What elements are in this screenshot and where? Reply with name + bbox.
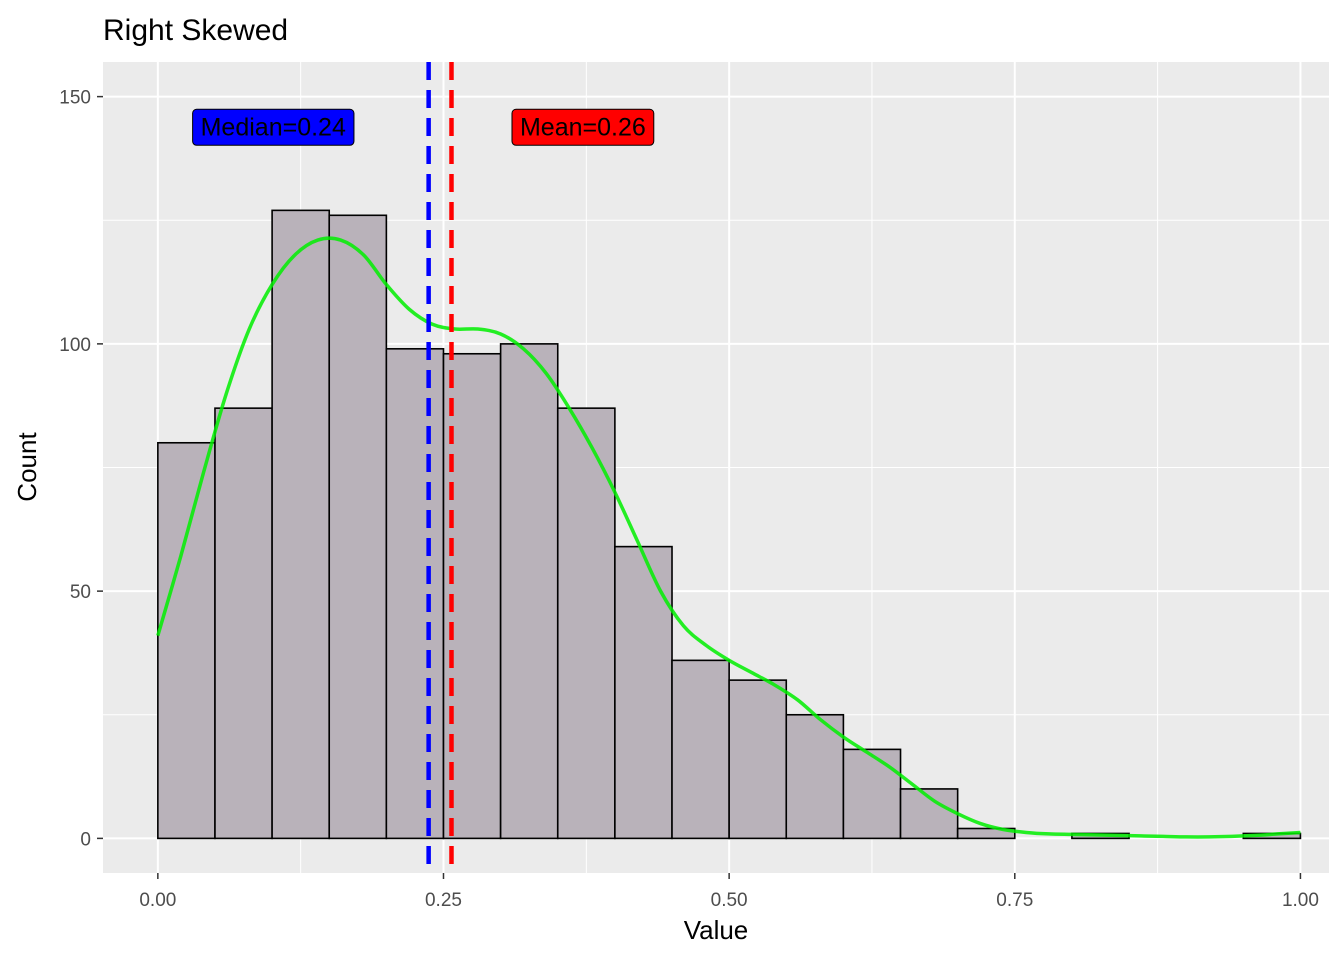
y-axis-title: Count bbox=[12, 432, 42, 502]
y-tick-label: 100 bbox=[59, 335, 91, 356]
histogram-bar bbox=[385, 348, 445, 840]
chart-title: Right Skewed bbox=[103, 14, 288, 47]
x-tick-label: 0.00 bbox=[139, 890, 176, 911]
median-label: Median=0.24 bbox=[201, 113, 346, 141]
y-tick-label: 0 bbox=[80, 829, 91, 850]
histogram-bar bbox=[956, 827, 1016, 840]
histogram-bar bbox=[614, 545, 673, 840]
x-tick-label: 0.25 bbox=[425, 890, 462, 911]
histogram-bar bbox=[671, 659, 730, 840]
y-tick-label: 150 bbox=[59, 88, 91, 109]
histogram-bar bbox=[785, 713, 845, 840]
x-axis-title: Value bbox=[684, 915, 749, 945]
histogram-bar bbox=[842, 748, 902, 840]
x-tick-label: 0.75 bbox=[996, 890, 1033, 911]
histogram-bar bbox=[556, 407, 616, 840]
axis-ticks: 0.00 0.25 0.50 0.75 1.00 0 50 100 150 bbox=[59, 88, 1319, 911]
x-tick-label: 1.00 bbox=[1282, 890, 1319, 911]
mean-label: Mean=0.26 bbox=[520, 113, 646, 141]
density-curve bbox=[156, 236, 1301, 839]
histogram-bar bbox=[157, 441, 216, 840]
histogram-bar bbox=[328, 214, 388, 840]
median-label-box bbox=[192, 108, 355, 146]
mean-label-box bbox=[511, 108, 655, 146]
histogram-bars bbox=[157, 209, 1302, 840]
histogram-bar bbox=[271, 209, 331, 840]
histogram-bar bbox=[499, 343, 559, 840]
reference-lines bbox=[426, 62, 454, 873]
histogram-bar bbox=[728, 679, 788, 840]
x-tick-label: 0.50 bbox=[711, 890, 748, 911]
stat-labels: Median=0.24 Mean=0.26 bbox=[192, 108, 655, 146]
y-tick-label: 50 bbox=[70, 582, 91, 603]
histogram-bar bbox=[214, 407, 273, 840]
